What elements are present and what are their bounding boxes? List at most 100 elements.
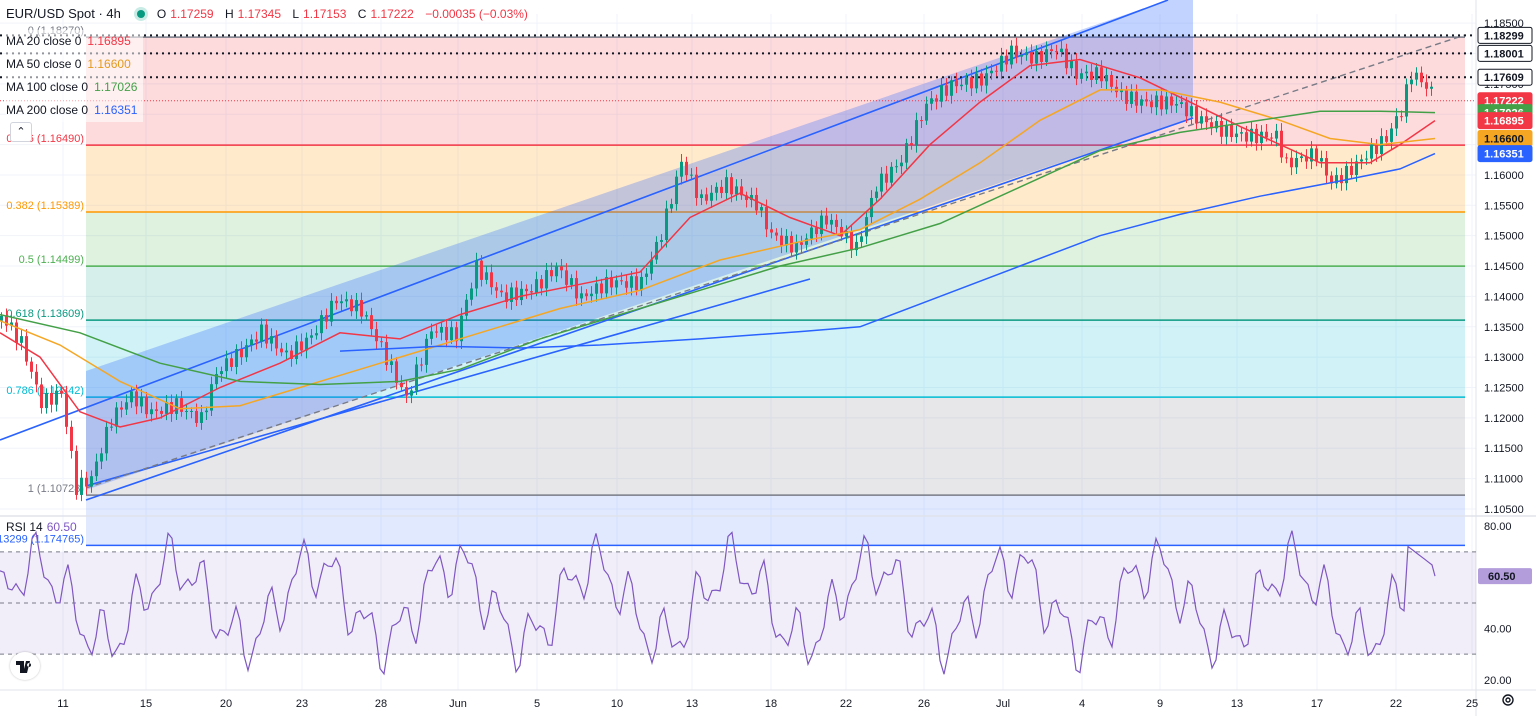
ma20-legend[interactable]: MA 20 close 0 1.16895 (6, 30, 144, 53)
fib-label: 0.382 (1.15389) (6, 200, 84, 212)
candle-body (250, 339, 253, 346)
candle-body (1210, 122, 1213, 129)
fibonacci-retracement: 0 (1.18270)0.236 (1.16490)0.382 (1.15389… (0, 25, 1465, 547)
candle-body (175, 398, 178, 414)
candle-body (305, 337, 308, 351)
price-label-text: 1.16600 (1484, 134, 1524, 146)
price-label-box (1477, 145, 1533, 163)
time-tick-label: 22 (840, 698, 852, 710)
tradingview-logo-icon[interactable] (10, 652, 40, 680)
candle-body (440, 327, 443, 333)
fib-label: 0.5 (1.14499) (19, 254, 84, 266)
time-tick-label: 17 (1311, 698, 1323, 710)
candle-body (1130, 91, 1133, 104)
candle-body (970, 77, 973, 89)
candle-body (920, 120, 923, 122)
candle-body (380, 341, 383, 343)
price-label-box (1477, 26, 1533, 44)
channel-upper-line (0, 0, 1169, 441)
candle-body (255, 339, 258, 342)
open-value: 1.17259 (170, 6, 214, 21)
candle-body (1290, 157, 1293, 168)
settings-gear-icon[interactable] (1500, 692, 1516, 708)
candle-body (450, 327, 453, 341)
candle-body (1080, 73, 1083, 79)
candle-body (640, 276, 643, 291)
ma50-legend[interactable]: MA 50 close 0 1.16600 (6, 53, 144, 76)
candle-body (95, 461, 98, 477)
candle-body (665, 208, 668, 241)
candle-body (1045, 49, 1048, 62)
rsi-legend[interactable]: RSI 14 60.50 (6, 520, 77, 534)
candle-body (1365, 158, 1368, 160)
candle-body (700, 194, 703, 198)
candle-body (1125, 89, 1128, 104)
fib-zone (86, 495, 1465, 546)
candle-body (195, 410, 198, 423)
candle-body (760, 207, 763, 211)
candle-body (740, 186, 743, 196)
candle-body (490, 272, 493, 288)
candle-body (940, 85, 943, 102)
candle-body (810, 227, 813, 239)
candle-body (220, 371, 223, 375)
time-tick-label: 25 (1466, 698, 1478, 710)
candle-body (425, 338, 428, 365)
candle-body (50, 392, 53, 405)
candle-body (275, 336, 278, 349)
candle-body (1005, 55, 1008, 65)
high-value: 1.17345 (237, 6, 282, 21)
candle-body (1175, 104, 1178, 106)
candle-body (1065, 48, 1068, 69)
candle-body (1410, 79, 1413, 85)
horizontal-levels (0, 34, 1476, 102)
candle-body (1220, 120, 1223, 137)
candle-body (270, 336, 273, 344)
candle-body (1395, 116, 1398, 129)
candle-body (290, 350, 293, 359)
candle-body (0, 315, 3, 321)
candle-body (60, 390, 63, 394)
candle-body (325, 315, 328, 322)
price-tick-label: 1.11500 (1484, 443, 1523, 455)
candle-body (495, 287, 498, 291)
candle-body (755, 194, 758, 211)
candle-body (1055, 51, 1058, 53)
symbol-title[interactable]: EUR/USD Spot · 4h (6, 6, 121, 21)
candle-body (885, 173, 888, 183)
fib-zone (86, 145, 1465, 213)
candle-body (65, 393, 68, 427)
candle-body (695, 174, 698, 198)
candle-body (620, 280, 623, 282)
ma100-legend[interactable]: MA 100 close 0 1.17026 (6, 76, 144, 99)
time-tick-label: 20 (220, 698, 232, 710)
collapse-legend-button[interactable]: ⌃ (10, 122, 32, 142)
candle-body (600, 283, 603, 294)
ma200-legend[interactable]: MA 200 close 0 1.16351 (6, 99, 144, 122)
rsi-tick-label: 20.00 (1484, 675, 1512, 687)
candle-body (840, 226, 843, 237)
price-tick-label: 1.12500 (1484, 383, 1524, 395)
price-label-text: 1.16351 (1484, 149, 1524, 161)
candle-body (115, 407, 118, 427)
candle-body (230, 358, 233, 367)
candle-body (775, 232, 778, 236)
time-tick-label: 4 (1079, 698, 1085, 710)
price-label-text: 1.17609 (1484, 72, 1524, 84)
candle-body (765, 207, 768, 230)
candle-body (1010, 45, 1013, 65)
candle-body (795, 242, 798, 253)
candle-body (1020, 55, 1023, 57)
candle-body (590, 293, 593, 297)
time-tick-label: 13 (1231, 698, 1243, 710)
candle-body (385, 342, 388, 365)
candle-body (335, 300, 338, 304)
change-value: −0.00035 (−0.03%) (425, 6, 528, 21)
candle-body (1185, 102, 1188, 117)
candle-body (1200, 116, 1203, 124)
fib-label: 0.786 (1.12342) (6, 385, 84, 397)
candle-body (300, 341, 303, 351)
candle-body (1355, 161, 1358, 176)
